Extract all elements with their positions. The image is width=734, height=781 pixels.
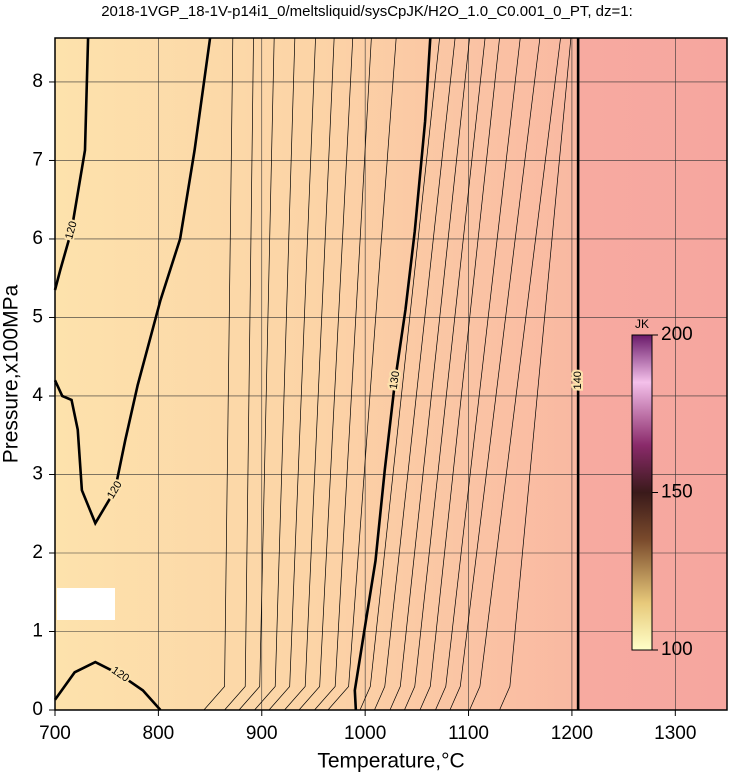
- colorbar-tick-label: 150: [661, 482, 693, 503]
- y-tick-label: 3: [32, 464, 43, 485]
- contour-line: [224, 37, 254, 711]
- x-tick-label: 1300: [654, 723, 696, 744]
- contour-line: [374, 37, 456, 711]
- colorbar-label: JK: [635, 317, 649, 331]
- contour-line: [389, 37, 470, 711]
- contour-line: [359, 37, 440, 711]
- x-tick-label: 1200: [551, 723, 593, 744]
- contour-line: [284, 37, 335, 711]
- contour-line: [449, 37, 541, 711]
- x-tick-label: 1000: [344, 723, 386, 744]
- colorbar-tick-label: 100: [661, 639, 693, 660]
- contour-line: [327, 37, 397, 711]
- y-tick-label: 8: [32, 71, 43, 92]
- y-tick-label: 0: [32, 699, 43, 720]
- contour-line: [435, 37, 521, 711]
- contour-line: [314, 37, 372, 711]
- contour-line: [53, 37, 90, 291]
- x-tick-label: 1100: [448, 723, 489, 744]
- x-tick-label: 700: [39, 723, 71, 744]
- x-axis-label: Temperature,°C: [317, 750, 464, 773]
- contour-line: [419, 37, 500, 711]
- contour-label: 140: [572, 371, 584, 389]
- blank-patch: [57, 588, 115, 620]
- contour-label: 130: [388, 370, 403, 390]
- colorbar: [631, 334, 653, 651]
- contour-line: [203, 37, 234, 711]
- plot-frame: [54, 37, 728, 711]
- y-tick-label: 4: [32, 385, 43, 406]
- y-tick-label: 2: [32, 542, 43, 563]
- contour-line: [268, 37, 316, 711]
- x-tick-label: 800: [143, 723, 175, 744]
- y-tick-label: 5: [32, 306, 43, 327]
- x-tick-label: 900: [246, 723, 278, 744]
- contour-line: [238, 37, 275, 711]
- contour-line: [499, 37, 572, 711]
- plot-background: [55, 38, 727, 710]
- contour-line: [469, 37, 561, 711]
- contour-line: [404, 37, 486, 711]
- contour-line: [53, 37, 212, 527]
- y-tick-label: 7: [32, 149, 43, 170]
- chart-title: 2018-1VGP_18-1V-p14i1_0/meltsliquid/sysC…: [101, 3, 633, 20]
- contour-line: [53, 660, 162, 711]
- y-axis-label: Pressure,x100MPa: [0, 284, 23, 463]
- contour-line: [353, 37, 432, 711]
- contour-line: [298, 37, 354, 711]
- y-tick-label: 1: [32, 621, 43, 642]
- contour-line: [254, 37, 296, 711]
- colorbar-tick-label: 200: [661, 324, 693, 345]
- y-tick-label: 6: [32, 228, 43, 249]
